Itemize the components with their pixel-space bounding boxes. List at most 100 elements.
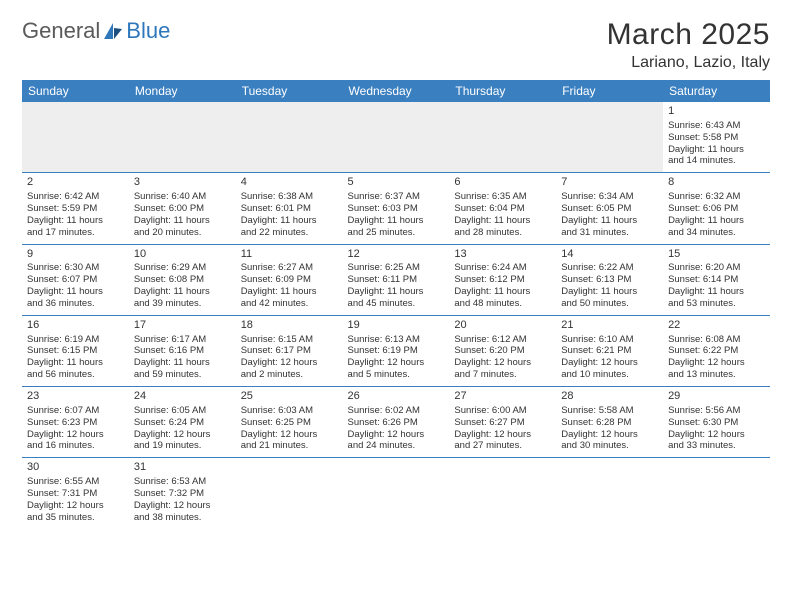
daylight-text-2: and 22 minutes. — [241, 227, 338, 239]
daylight-text: Daylight: 11 hours — [668, 215, 765, 227]
day-number: 14 — [561, 248, 658, 262]
month-title: March 2025 — [607, 18, 770, 52]
daylight-text: Daylight: 11 hours — [134, 286, 231, 298]
calendar-row: 9Sunrise: 6:30 AMSunset: 6:07 PMDaylight… — [22, 244, 770, 315]
calendar-row: 23Sunrise: 6:07 AMSunset: 6:23 PMDayligh… — [22, 387, 770, 458]
sunrise-text: Sunrise: 6:22 AM — [561, 262, 658, 274]
sunrise-text: Sunrise: 6:17 AM — [134, 334, 231, 346]
daylight-text-2: and 36 minutes. — [27, 298, 124, 310]
daylight-text: Daylight: 12 hours — [561, 429, 658, 441]
calendar-cell: 18Sunrise: 6:15 AMSunset: 6:17 PMDayligh… — [236, 315, 343, 386]
calendar-cell: 25Sunrise: 6:03 AMSunset: 6:25 PMDayligh… — [236, 387, 343, 458]
daylight-text-2: and 7 minutes. — [454, 369, 551, 381]
calendar-cell: 14Sunrise: 6:22 AMSunset: 6:13 PMDayligh… — [556, 244, 663, 315]
calendar-cell: 27Sunrise: 6:00 AMSunset: 6:27 PMDayligh… — [449, 387, 556, 458]
daylight-text: Daylight: 11 hours — [27, 215, 124, 227]
sunset-text: Sunset: 6:27 PM — [454, 417, 551, 429]
sunset-text: Sunset: 6:16 PM — [134, 345, 231, 357]
daylight-text: Daylight: 11 hours — [134, 215, 231, 227]
calendar-cell: 1Sunrise: 6:43 AMSunset: 5:58 PMDaylight… — [663, 102, 770, 173]
title-block: March 2025 Lariano, Lazio, Italy — [607, 18, 770, 72]
calendar-cell: 9Sunrise: 6:30 AMSunset: 6:07 PMDaylight… — [22, 244, 129, 315]
day-number: 23 — [27, 390, 124, 404]
sunset-text: Sunset: 6:13 PM — [561, 274, 658, 286]
location: Lariano, Lazio, Italy — [607, 54, 770, 72]
brand-logo: General Blue — [22, 18, 170, 44]
daylight-text: Daylight: 11 hours — [241, 215, 338, 227]
calendar-cell: 29Sunrise: 5:56 AMSunset: 6:30 PMDayligh… — [663, 387, 770, 458]
daylight-text-2: and 45 minutes. — [348, 298, 445, 310]
daylight-text: Daylight: 11 hours — [668, 286, 765, 298]
calendar-cell: 23Sunrise: 6:07 AMSunset: 6:23 PMDayligh… — [22, 387, 129, 458]
calendar-cell: 31Sunrise: 6:53 AMSunset: 7:32 PMDayligh… — [129, 458, 236, 529]
daylight-text-2: and 25 minutes. — [348, 227, 445, 239]
day-number: 31 — [134, 461, 231, 475]
daylight-text-2: and 53 minutes. — [668, 298, 765, 310]
sunset-text: Sunset: 6:26 PM — [348, 417, 445, 429]
daylight-text-2: and 13 minutes. — [668, 369, 765, 381]
calendar-cell: 17Sunrise: 6:17 AMSunset: 6:16 PMDayligh… — [129, 315, 236, 386]
daylight-text-2: and 16 minutes. — [27, 440, 124, 452]
sunrise-text: Sunrise: 6:02 AM — [348, 405, 445, 417]
day-number: 19 — [348, 319, 445, 333]
header: General Blue March 2025 Lariano, Lazio, … — [22, 18, 770, 72]
daylight-text: Daylight: 11 hours — [27, 357, 124, 369]
daylight-text: Daylight: 11 hours — [348, 215, 445, 227]
daylight-text-2: and 14 minutes. — [668, 155, 765, 167]
day-number: 7 — [561, 176, 658, 190]
day-number: 6 — [454, 176, 551, 190]
daylight-text-2: and 19 minutes. — [134, 440, 231, 452]
daylight-text: Daylight: 12 hours — [668, 429, 765, 441]
daylight-text: Daylight: 11 hours — [454, 286, 551, 298]
sunset-text: Sunset: 6:12 PM — [454, 274, 551, 286]
day-number: 27 — [454, 390, 551, 404]
calendar-cell: 30Sunrise: 6:55 AMSunset: 7:31 PMDayligh… — [22, 458, 129, 529]
calendar-cell: 20Sunrise: 6:12 AMSunset: 6:20 PMDayligh… — [449, 315, 556, 386]
sunset-text: Sunset: 6:09 PM — [241, 274, 338, 286]
sunset-text: Sunset: 6:28 PM — [561, 417, 658, 429]
daylight-text: Daylight: 11 hours — [134, 357, 231, 369]
sunrise-text: Sunrise: 6:35 AM — [454, 191, 551, 203]
calendar-cell: 2Sunrise: 6:42 AMSunset: 5:59 PMDaylight… — [22, 173, 129, 244]
day-number: 22 — [668, 319, 765, 333]
day-header: Monday — [129, 80, 236, 102]
daylight-text-2: and 27 minutes. — [454, 440, 551, 452]
sunrise-text: Sunrise: 6:42 AM — [27, 191, 124, 203]
daylight-text: Daylight: 11 hours — [561, 286, 658, 298]
day-number: 20 — [454, 319, 551, 333]
sunset-text: Sunset: 5:58 PM — [668, 132, 765, 144]
daylight-text-2: and 56 minutes. — [27, 369, 124, 381]
daylight-text-2: and 20 minutes. — [134, 227, 231, 239]
sunrise-text: Sunrise: 6:53 AM — [134, 476, 231, 488]
daylight-text-2: and 34 minutes. — [668, 227, 765, 239]
brand-part1: General — [22, 18, 100, 44]
sunset-text: Sunset: 6:25 PM — [241, 417, 338, 429]
sunrise-text: Sunrise: 6:40 AM — [134, 191, 231, 203]
day-number: 8 — [668, 176, 765, 190]
day-number: 30 — [27, 461, 124, 475]
day-number: 9 — [27, 248, 124, 262]
calendar-cell: 19Sunrise: 6:13 AMSunset: 6:19 PMDayligh… — [343, 315, 450, 386]
calendar-row: 16Sunrise: 6:19 AMSunset: 6:15 PMDayligh… — [22, 315, 770, 386]
day-number: 12 — [348, 248, 445, 262]
calendar-cell-empty — [556, 102, 663, 173]
sunset-text: Sunset: 6:03 PM — [348, 203, 445, 215]
daylight-text-2: and 2 minutes. — [241, 369, 338, 381]
daylight-text: Daylight: 12 hours — [348, 357, 445, 369]
daylight-text-2: and 10 minutes. — [561, 369, 658, 381]
calendar-cell: 28Sunrise: 5:58 AMSunset: 6:28 PMDayligh… — [556, 387, 663, 458]
sunrise-text: Sunrise: 6:55 AM — [27, 476, 124, 488]
day-number: 5 — [348, 176, 445, 190]
daylight-text-2: and 33 minutes. — [668, 440, 765, 452]
calendar-table: Sunday Monday Tuesday Wednesday Thursday… — [22, 80, 770, 529]
day-header: Friday — [556, 80, 663, 102]
sunrise-text: Sunrise: 6:24 AM — [454, 262, 551, 274]
calendar-cell: 3Sunrise: 6:40 AMSunset: 6:00 PMDaylight… — [129, 173, 236, 244]
sunset-text: Sunset: 6:21 PM — [561, 345, 658, 357]
sunrise-text: Sunrise: 6:07 AM — [27, 405, 124, 417]
calendar-cell-empty — [236, 458, 343, 529]
calendar-cell: 26Sunrise: 6:02 AMSunset: 6:26 PMDayligh… — [343, 387, 450, 458]
sunrise-text: Sunrise: 6:30 AM — [27, 262, 124, 274]
sunrise-text: Sunrise: 6:43 AM — [668, 120, 765, 132]
sunrise-text: Sunrise: 6:19 AM — [27, 334, 124, 346]
